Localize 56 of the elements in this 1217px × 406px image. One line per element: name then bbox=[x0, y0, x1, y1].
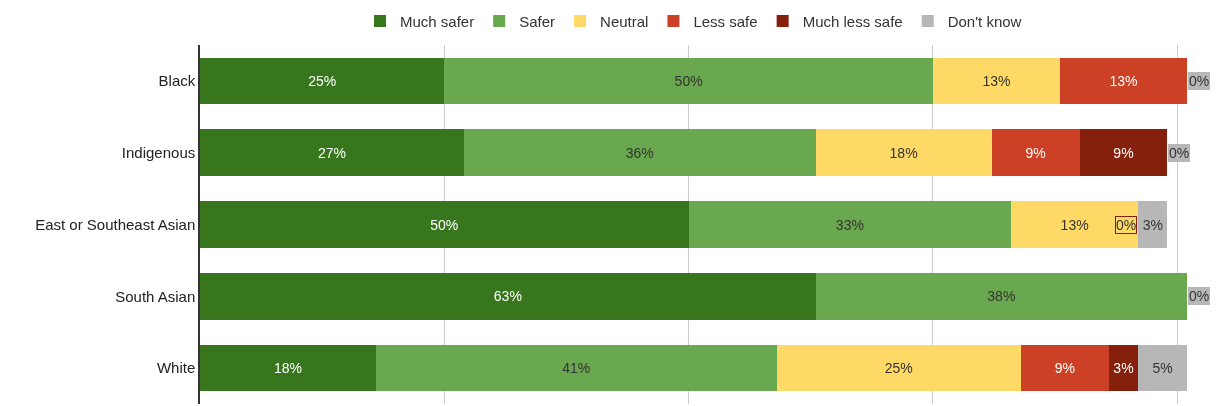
y-tick-label: East or Southeast Asian bbox=[35, 215, 196, 233]
bar bbox=[463, 129, 816, 177]
bar bbox=[815, 272, 1187, 320]
data-label: 33% bbox=[835, 216, 864, 233]
y-tick-label: Black bbox=[158, 72, 196, 90]
data-label: 50% bbox=[430, 216, 459, 233]
data-label: 3% bbox=[1142, 216, 1163, 233]
data-label: 50% bbox=[674, 72, 703, 89]
data-label: 63% bbox=[493, 288, 522, 305]
legend-label: Neutral bbox=[600, 12, 649, 30]
data-label: 25% bbox=[308, 72, 337, 89]
data-label: 18% bbox=[273, 360, 302, 377]
data-label: 9% bbox=[1054, 360, 1075, 377]
data-label: 36% bbox=[625, 144, 654, 161]
bar bbox=[1020, 344, 1109, 392]
data-label: 13% bbox=[1060, 216, 1089, 233]
legend-label: Less safe bbox=[693, 12, 758, 30]
data-label: 0% bbox=[1189, 288, 1210, 304]
bar bbox=[776, 344, 1021, 392]
legend-label: Much less safe bbox=[802, 12, 903, 30]
y-tick-label: Indigenous bbox=[121, 143, 196, 161]
bar bbox=[375, 344, 777, 392]
bar bbox=[200, 57, 445, 105]
data-label: 0% bbox=[1189, 73, 1210, 89]
bar bbox=[1079, 129, 1168, 177]
data-label: 3% bbox=[1113, 360, 1134, 377]
bar bbox=[991, 129, 1080, 177]
bar bbox=[200, 272, 816, 320]
data-label: 38% bbox=[987, 288, 1016, 305]
bar bbox=[688, 201, 1012, 248]
bar bbox=[200, 129, 464, 177]
bar bbox=[1011, 201, 1139, 248]
data-label: 0% bbox=[1169, 145, 1190, 161]
legend-label: Safer bbox=[519, 12, 556, 30]
bar bbox=[1138, 344, 1187, 392]
bar bbox=[200, 344, 376, 392]
legend-label: Much safer bbox=[400, 12, 475, 30]
data-label: 9% bbox=[1113, 144, 1134, 161]
data-label: 9% bbox=[1025, 144, 1046, 161]
bar bbox=[815, 129, 992, 177]
data-label: 27% bbox=[317, 144, 346, 161]
legend-label: Don't know bbox=[947, 12, 1022, 30]
data-label: 13% bbox=[982, 72, 1011, 89]
y-tick-label: White bbox=[156, 359, 196, 377]
bar bbox=[444, 57, 933, 105]
bar bbox=[200, 201, 689, 248]
bar bbox=[932, 57, 1060, 105]
data-label: 41% bbox=[562, 360, 591, 377]
data-label: 18% bbox=[889, 144, 918, 161]
data-label: 25% bbox=[884, 360, 913, 377]
data-label: 0% bbox=[1116, 217, 1137, 233]
bar bbox=[1059, 57, 1187, 105]
y-tick-label: South Asian bbox=[115, 287, 196, 305]
bar bbox=[1138, 201, 1168, 248]
data-label: 13% bbox=[1109, 72, 1138, 89]
data-label: 5% bbox=[1152, 360, 1173, 377]
